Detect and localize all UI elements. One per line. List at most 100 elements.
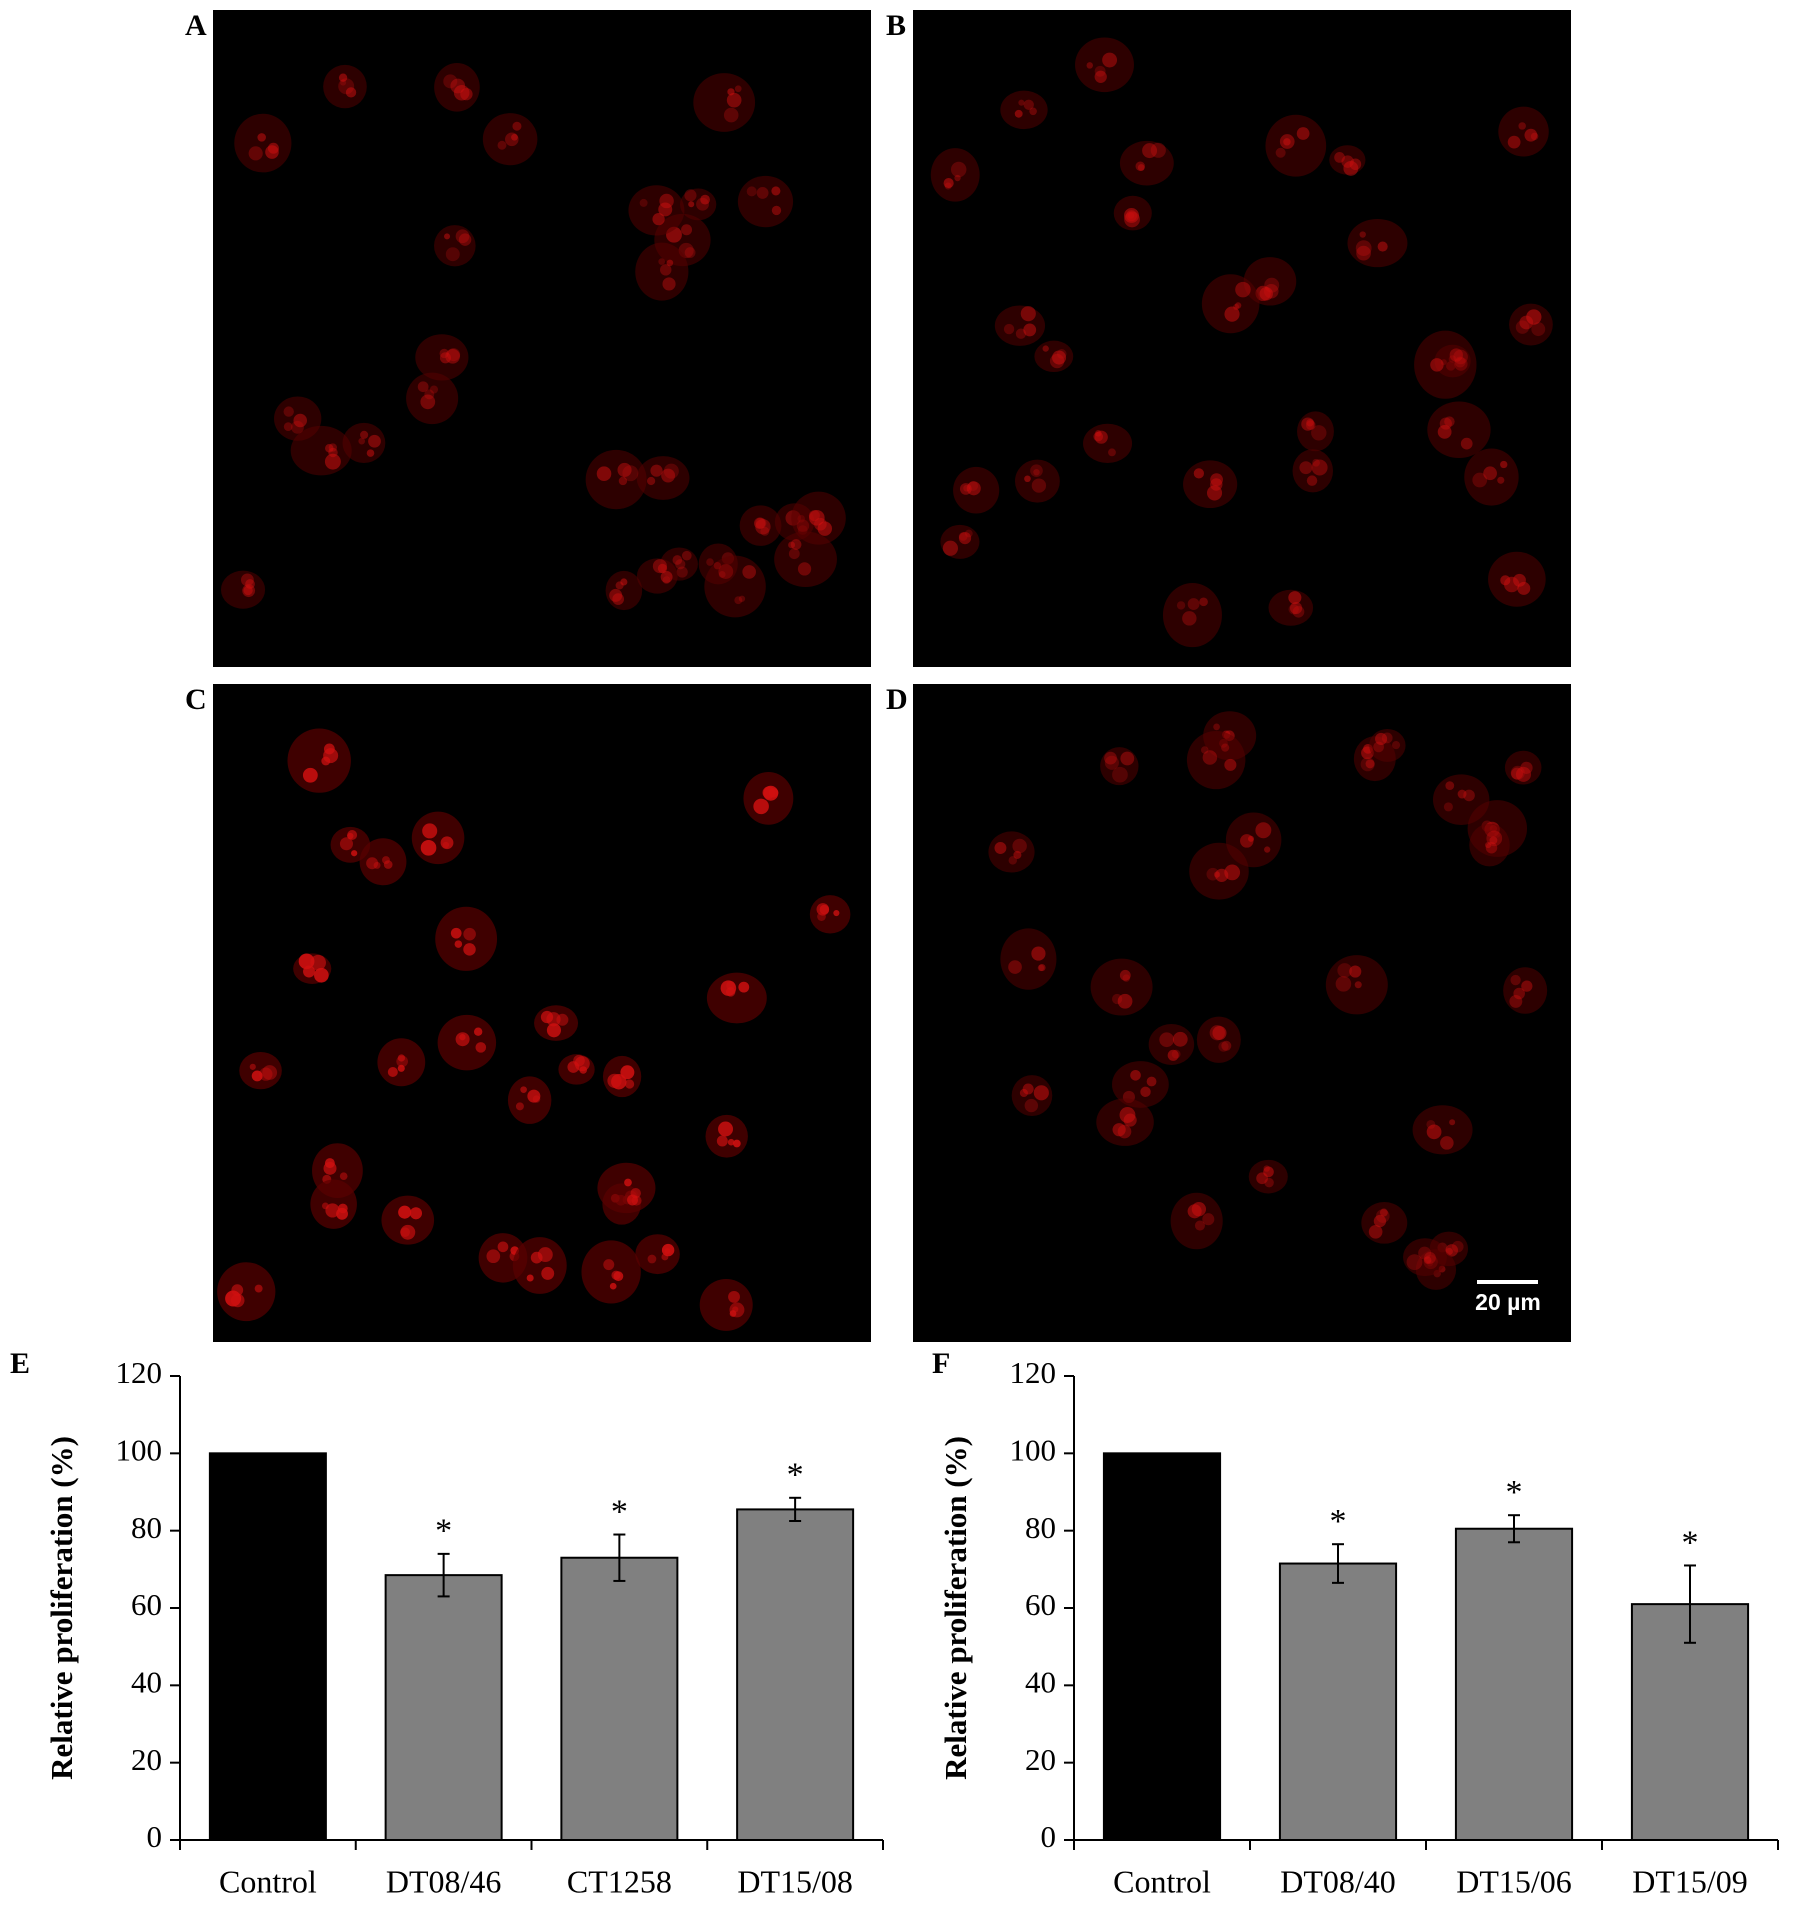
nucleolus: [1140, 1086, 1151, 1098]
nucleolus: [968, 481, 979, 491]
y-tick-label: 60: [131, 1587, 162, 1622]
nucleus: [359, 838, 407, 886]
nucleus: [1268, 589, 1314, 626]
nucleolus: [659, 193, 674, 209]
nucleus: [512, 1237, 567, 1294]
nucleus: [809, 895, 851, 934]
nucleolus: [738, 595, 746, 602]
nucleus: [1000, 928, 1057, 990]
nucleolus: [383, 860, 393, 869]
nucleolus: [321, 756, 331, 766]
nucleolus: [809, 510, 825, 526]
nucleolus: [1439, 417, 1452, 430]
nucleolus: [788, 541, 796, 549]
nucleolus: [1218, 1041, 1229, 1052]
nucleolus: [950, 161, 967, 178]
nucleolus: [720, 980, 737, 996]
nucleolus: [728, 1290, 740, 1303]
nucleolus: [1264, 277, 1280, 293]
nucleolus: [754, 517, 766, 529]
nucleus: [1297, 411, 1334, 452]
nucleolus: [646, 476, 656, 486]
nucleolus: [1515, 766, 1532, 782]
nucleolus: [1093, 431, 1104, 442]
nucleolus: [1119, 969, 1131, 981]
nucleolus: [473, 1027, 483, 1036]
nucleus: [693, 73, 756, 132]
nucleolus: [1194, 1220, 1206, 1231]
nucleolus: [727, 1138, 735, 1146]
nucleolus: [1023, 99, 1034, 110]
nucleolus: [1206, 867, 1220, 881]
error-bar: [437, 1552, 450, 1598]
nucleus: [739, 505, 782, 546]
nucleolus: [460, 87, 473, 101]
nucleolus: [1288, 604, 1299, 615]
nucleolus: [450, 927, 462, 939]
nucleolus: [486, 1249, 501, 1264]
nucleus: [930, 148, 980, 202]
nucleolus: [1023, 323, 1037, 337]
nucleolus: [662, 277, 676, 291]
nucleolus: [943, 178, 954, 189]
nucleolus: [1485, 841, 1492, 849]
nucleolus: [1199, 597, 1208, 607]
nucleolus: [1031, 478, 1047, 493]
nucleolus: [325, 1203, 340, 1218]
nucleolus: [657, 563, 668, 574]
y-tick-label: 0: [1041, 1819, 1057, 1854]
nucleolus: [249, 1063, 256, 1070]
nucleolus: [1463, 789, 1475, 802]
nucleus: [434, 225, 476, 267]
nucleolus: [512, 121, 522, 131]
nucleolus: [1112, 1123, 1126, 1137]
nucleolus: [1008, 856, 1017, 865]
nucleolus: [291, 420, 304, 434]
nucleus: [940, 524, 980, 559]
nucleus: [234, 113, 292, 173]
nucleolus: [660, 571, 673, 583]
nucleolus: [734, 596, 743, 605]
nucleolus: [1305, 420, 1316, 430]
nucleolus: [1292, 605, 1305, 618]
y-tick-label: 20: [131, 1742, 162, 1777]
nucleus: [994, 305, 1046, 346]
nucleolus: [1507, 135, 1521, 149]
nucleolus: [1264, 1177, 1274, 1188]
nucleolus: [1094, 65, 1106, 77]
nucleolus: [620, 578, 628, 586]
nucleolus: [942, 540, 958, 556]
nucleolus: [324, 453, 341, 470]
nucleolus: [727, 88, 735, 96]
nucleus: [988, 831, 1035, 873]
nucleolus: [262, 1065, 278, 1080]
nucleolus: [1343, 160, 1359, 176]
nucleolus: [1224, 864, 1241, 881]
nucleolus: [1037, 964, 1045, 972]
x-tick-label: DT08/46: [386, 1863, 502, 1899]
nucleolus: [328, 447, 338, 458]
nucleolus: [966, 481, 981, 496]
y-tick-label: 0: [147, 1819, 163, 1854]
nucleolus: [726, 92, 742, 108]
nucleolus: [1112, 993, 1123, 1005]
nucleolus: [1024, 475, 1031, 483]
nucleolus: [1187, 1204, 1202, 1219]
nucleolus: [833, 909, 840, 917]
nucleolus: [622, 465, 639, 482]
bar: [208, 1452, 327, 1842]
nucleolus: [755, 517, 767, 529]
nucleus: [220, 570, 266, 609]
nucleolus: [422, 823, 438, 839]
nucleolus: [1423, 1256, 1432, 1264]
nucleolus: [526, 1274, 534, 1282]
nucleolus: [661, 1253, 669, 1261]
nucleolus: [1510, 765, 1525, 780]
nucleus: [1403, 1238, 1447, 1277]
nucleolus: [251, 1070, 263, 1082]
nucleolus: [1033, 468, 1040, 476]
nucleolus: [454, 940, 463, 948]
nucleolus: [1033, 1085, 1049, 1101]
nucleolus: [676, 566, 688, 578]
nucleolus: [790, 539, 802, 550]
